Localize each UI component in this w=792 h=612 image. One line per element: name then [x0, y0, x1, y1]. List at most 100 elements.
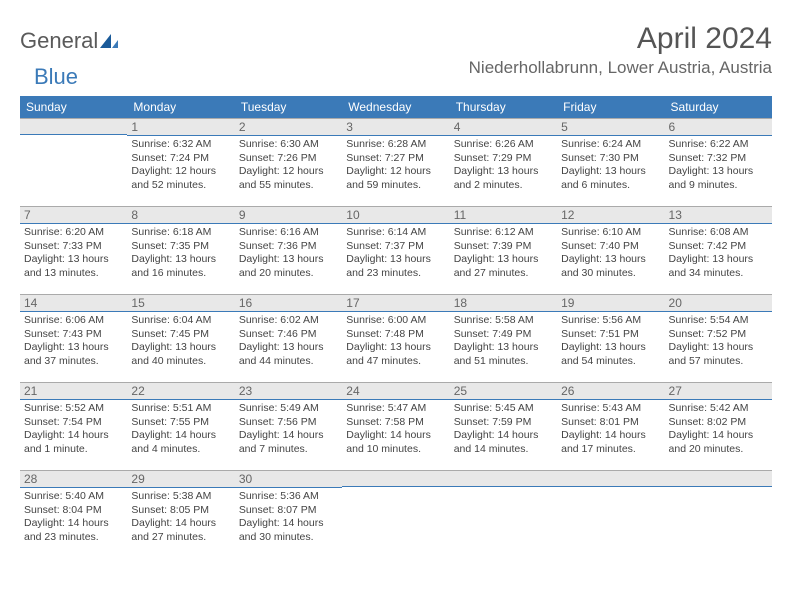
- detail-line: Sunset: 7:45 PM: [131, 328, 230, 342]
- detail-line: Sunset: 7:46 PM: [239, 328, 338, 342]
- detail-line: Sunrise: 6:12 AM: [454, 226, 553, 240]
- calendar-cell: 15Sunrise: 6:04 AMSunset: 7:45 PMDayligh…: [127, 294, 234, 382]
- calendar-cell: 1Sunrise: 6:32 AMSunset: 7:24 PMDaylight…: [127, 118, 234, 206]
- detail-line: Daylight: 13 hours: [239, 341, 338, 355]
- detail-line: Daylight: 14 hours: [561, 429, 660, 443]
- day-details: Sunrise: 5:40 AMSunset: 8:04 PMDaylight:…: [20, 488, 127, 549]
- detail-line: Sunrise: 6:18 AM: [131, 226, 230, 240]
- detail-line: Sunset: 7:52 PM: [669, 328, 768, 342]
- detail-line: and 6 minutes.: [561, 179, 660, 193]
- detail-line: Sunrise: 6:20 AM: [24, 226, 123, 240]
- month-title: April 2024: [469, 22, 772, 56]
- day-number: 11: [450, 206, 557, 224]
- detail-line: Daylight: 13 hours: [454, 253, 553, 267]
- calendar-cell: 29Sunrise: 5:38 AMSunset: 8:05 PMDayligh…: [127, 470, 234, 558]
- detail-line: and 13 minutes.: [24, 267, 123, 281]
- detail-line: Sunset: 7:49 PM: [454, 328, 553, 342]
- detail-line: and 16 minutes.: [131, 267, 230, 281]
- day-details: Sunrise: 6:08 AMSunset: 7:42 PMDaylight:…: [665, 224, 772, 285]
- day-number: 25: [450, 382, 557, 400]
- detail-line: Sunset: 7:30 PM: [561, 152, 660, 166]
- detail-line: Sunrise: 6:04 AM: [131, 314, 230, 328]
- detail-line: Sunset: 7:59 PM: [454, 416, 553, 430]
- day-number: 27: [665, 382, 772, 400]
- weekday-header: Wednesday: [342, 96, 449, 118]
- detail-line: and 4 minutes.: [131, 443, 230, 457]
- detail-line: Sunrise: 6:32 AM: [131, 138, 230, 152]
- calendar-cell: 17Sunrise: 6:00 AMSunset: 7:48 PMDayligh…: [342, 294, 449, 382]
- detail-line: Sunset: 7:35 PM: [131, 240, 230, 254]
- calendar-week-row: 7Sunrise: 6:20 AMSunset: 7:33 PMDaylight…: [20, 206, 772, 294]
- day-details: Sunrise: 6:04 AMSunset: 7:45 PMDaylight:…: [127, 312, 234, 373]
- detail-line: and 27 minutes.: [454, 267, 553, 281]
- weekday-header: Sunday: [20, 96, 127, 118]
- day-number: 29: [127, 470, 234, 488]
- weekday-header: Saturday: [665, 96, 772, 118]
- empty-day: [665, 470, 772, 487]
- detail-line: and 9 minutes.: [669, 179, 768, 193]
- detail-line: Sunset: 8:02 PM: [669, 416, 768, 430]
- day-number: 12: [557, 206, 664, 224]
- detail-line: Sunset: 7:54 PM: [24, 416, 123, 430]
- detail-line: Sunrise: 6:10 AM: [561, 226, 660, 240]
- day-details: Sunrise: 5:45 AMSunset: 7:59 PMDaylight:…: [450, 400, 557, 461]
- calendar-cell: [20, 118, 127, 206]
- detail-line: and 23 minutes.: [346, 267, 445, 281]
- calendar-cell: 26Sunrise: 5:43 AMSunset: 8:01 PMDayligh…: [557, 382, 664, 470]
- detail-line: and 17 minutes.: [561, 443, 660, 457]
- day-details: Sunrise: 6:18 AMSunset: 7:35 PMDaylight:…: [127, 224, 234, 285]
- detail-line: Sunrise: 6:30 AM: [239, 138, 338, 152]
- day-number: 5: [557, 118, 664, 136]
- calendar-cell: 30Sunrise: 5:36 AMSunset: 8:07 PMDayligh…: [235, 470, 342, 558]
- detail-line: Sunrise: 5:42 AM: [669, 402, 768, 416]
- detail-line: and 30 minutes.: [239, 531, 338, 545]
- day-details: Sunrise: 5:38 AMSunset: 8:05 PMDaylight:…: [127, 488, 234, 549]
- location: Niederhollabrunn, Lower Austria, Austria: [469, 58, 772, 78]
- detail-line: and 23 minutes.: [24, 531, 123, 545]
- calendar-cell: 13Sunrise: 6:08 AMSunset: 7:42 PMDayligh…: [665, 206, 772, 294]
- detail-line: Sunrise: 5:45 AM: [454, 402, 553, 416]
- detail-line: Sunrise: 5:52 AM: [24, 402, 123, 416]
- calendar-cell: 22Sunrise: 5:51 AMSunset: 7:55 PMDayligh…: [127, 382, 234, 470]
- detail-line: Sunrise: 5:49 AM: [239, 402, 338, 416]
- detail-line: Daylight: 13 hours: [346, 341, 445, 355]
- calendar-cell: 14Sunrise: 6:06 AMSunset: 7:43 PMDayligh…: [20, 294, 127, 382]
- detail-line: Sunrise: 5:51 AM: [131, 402, 230, 416]
- day-details: Sunrise: 5:49 AMSunset: 7:56 PMDaylight:…: [235, 400, 342, 461]
- empty-day: [20, 118, 127, 135]
- day-details: Sunrise: 6:28 AMSunset: 7:27 PMDaylight:…: [342, 136, 449, 197]
- day-number: 22: [127, 382, 234, 400]
- calendar-cell: 28Sunrise: 5:40 AMSunset: 8:04 PMDayligh…: [20, 470, 127, 558]
- detail-line: and 40 minutes.: [131, 355, 230, 369]
- detail-line: and 1 minute.: [24, 443, 123, 457]
- detail-line: Daylight: 13 hours: [561, 341, 660, 355]
- day-details: Sunrise: 5:36 AMSunset: 8:07 PMDaylight:…: [235, 488, 342, 549]
- day-details: Sunrise: 6:12 AMSunset: 7:39 PMDaylight:…: [450, 224, 557, 285]
- detail-line: Daylight: 13 hours: [454, 165, 553, 179]
- detail-line: and 27 minutes.: [131, 531, 230, 545]
- calendar-cell: 4Sunrise: 6:26 AMSunset: 7:29 PMDaylight…: [450, 118, 557, 206]
- day-number: 6: [665, 118, 772, 136]
- day-number: 7: [20, 206, 127, 224]
- detail-line: and 34 minutes.: [669, 267, 768, 281]
- day-details: Sunrise: 5:42 AMSunset: 8:02 PMDaylight:…: [665, 400, 772, 461]
- day-details: Sunrise: 6:20 AMSunset: 7:33 PMDaylight:…: [20, 224, 127, 285]
- calendar-head: SundayMondayTuesdayWednesdayThursdayFrid…: [20, 96, 772, 118]
- day-number: 18: [450, 294, 557, 312]
- detail-line: Daylight: 13 hours: [669, 341, 768, 355]
- logo-text-2: Blue: [34, 64, 78, 90]
- detail-line: Sunrise: 5:38 AM: [131, 490, 230, 504]
- detail-line: Sunrise: 6:02 AM: [239, 314, 338, 328]
- day-number: 21: [20, 382, 127, 400]
- detail-line: Daylight: 13 hours: [239, 253, 338, 267]
- calendar-cell: 18Sunrise: 5:58 AMSunset: 7:49 PMDayligh…: [450, 294, 557, 382]
- weekday-header: Monday: [127, 96, 234, 118]
- day-details: Sunrise: 6:00 AMSunset: 7:48 PMDaylight:…: [342, 312, 449, 373]
- detail-line: Sunset: 7:42 PM: [669, 240, 768, 254]
- calendar-cell: 2Sunrise: 6:30 AMSunset: 7:26 PMDaylight…: [235, 118, 342, 206]
- day-number: 1: [127, 118, 234, 136]
- day-number: 9: [235, 206, 342, 224]
- calendar-cell: 20Sunrise: 5:54 AMSunset: 7:52 PMDayligh…: [665, 294, 772, 382]
- title-block: April 2024 Niederhollabrunn, Lower Austr…: [469, 22, 772, 78]
- detail-line: Sunrise: 6:16 AM: [239, 226, 338, 240]
